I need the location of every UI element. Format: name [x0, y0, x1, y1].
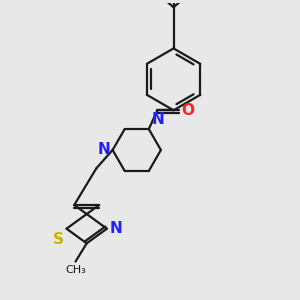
Text: N: N	[110, 221, 123, 236]
Text: N: N	[151, 112, 164, 127]
Text: N: N	[98, 142, 110, 158]
Text: CH₃: CH₃	[65, 265, 86, 275]
Text: O: O	[181, 103, 194, 118]
Text: S: S	[52, 232, 64, 247]
